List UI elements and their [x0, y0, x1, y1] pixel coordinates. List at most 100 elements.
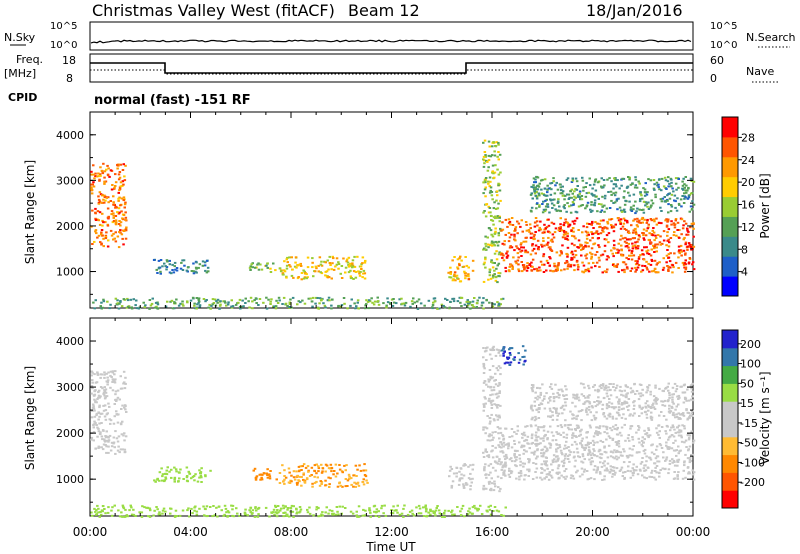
- power-echo-cell: [553, 192, 557, 195]
- velocity-echo-cell: [603, 460, 606, 463]
- power-echo-cell: [688, 244, 692, 247]
- power-echo-cell: [572, 230, 575, 233]
- power-echo-cell: [589, 208, 592, 211]
- power-echo-cell: [496, 155, 499, 158]
- velocity-echo-cell: [503, 455, 506, 458]
- power-echo-cell: [681, 184, 685, 187]
- power-echo-cell: [623, 228, 626, 230]
- power-echo-cell: [266, 262, 269, 265]
- velocity-echo-cell: [398, 513, 402, 516]
- power-echo-cell: [119, 163, 123, 166]
- power-echo-cell: [467, 273, 470, 276]
- velocity-echo-cell: [603, 478, 606, 481]
- power-echo-cell: [516, 232, 519, 235]
- power-echo-cell: [493, 303, 496, 306]
- power-echo-cell: [660, 200, 664, 203]
- velocity-echo-cell: [92, 439, 95, 442]
- velocity-echo-cell: [609, 388, 612, 391]
- freq-left-label-2: [MHz]: [4, 67, 36, 80]
- power-echo-cell: [257, 262, 260, 265]
- power-echo-cell: [573, 244, 576, 247]
- power-echo-cell: [574, 249, 577, 252]
- power-echo-cell: [495, 250, 498, 253]
- velocity-echo-cell: [521, 345, 525, 348]
- power-echo-cell: [647, 178, 650, 181]
- power-echo-cell: [130, 307, 134, 310]
- velocity-echo-cell: [165, 473, 169, 476]
- power-echo-cell: [598, 222, 601, 225]
- power-echo-cell: [94, 212, 97, 215]
- power-echo-cell: [644, 182, 647, 185]
- velocity-echo-cell: [621, 475, 624, 477]
- power-echo-cell: [682, 249, 686, 252]
- power-echo-cell: [634, 247, 638, 250]
- power-echo-cell: [499, 227, 502, 230]
- power-echo-cell: [163, 262, 166, 265]
- power-echo-cell: [682, 188, 685, 191]
- velocity-echo-cell: [313, 470, 317, 473]
- velocity-echo-cell: [575, 397, 578, 400]
- power-echo-cell: [587, 191, 590, 194]
- velocity-echo-cell: [498, 416, 501, 419]
- power-echo-cell: [519, 225, 522, 228]
- power-echo-cell: [554, 208, 557, 211]
- power-echo-cell: [571, 179, 575, 182]
- power-echo-cell: [109, 303, 112, 306]
- power-echo-cell: [372, 303, 376, 306]
- velocity-echo-cell: [334, 475, 338, 478]
- velocity-echo-cell: [154, 480, 157, 483]
- velocity-echo-cell: [510, 457, 513, 460]
- velocity-echo-cell: [646, 434, 649, 437]
- power-echo-cell: [471, 269, 475, 272]
- power-echo-cell: [685, 184, 688, 187]
- velocity-echo-cell: [670, 426, 673, 429]
- power-echo-cell: [248, 306, 251, 309]
- power-echo-cell: [631, 231, 635, 234]
- velocity-echo-cell: [655, 471, 658, 474]
- velocity-echo-cell: [223, 513, 226, 516]
- velocity-echo-cell: [474, 507, 477, 510]
- velocity-echo-cell: [98, 415, 101, 418]
- power-echo-cell: [628, 232, 631, 234]
- velocity-echo-cell: [665, 444, 668, 447]
- velocity-echo-cell: [637, 392, 641, 395]
- power-echo-cell: [642, 232, 645, 235]
- velocity-echo-cell: [471, 468, 474, 471]
- velocity-echo-cell: [356, 482, 359, 485]
- power-echo-cell: [276, 302, 280, 304]
- power-echo-cell: [314, 270, 317, 273]
- velocity-echo-cell: [589, 411, 592, 414]
- velocity-echo-cell: [655, 396, 658, 399]
- power-echo-cell: [624, 263, 628, 266]
- power-echo-cell: [590, 247, 594, 250]
- power-echo-cell: [324, 261, 327, 264]
- velocity-echo-cell: [321, 467, 325, 470]
- power-echo-cell: [493, 201, 496, 204]
- power-echo-cell: [492, 172, 495, 175]
- power-echo-cell: [666, 231, 669, 234]
- velocity-echo-cell: [509, 353, 512, 356]
- power-echo-cell: [545, 259, 549, 262]
- velocity-echo-cell: [522, 363, 525, 366]
- power-echo-cell: [359, 265, 363, 268]
- velocity-echo-cell: [106, 511, 110, 514]
- power-echo-cell: [666, 239, 669, 242]
- power-echo-cell: [661, 242, 664, 245]
- velocity-echo-cell: [571, 432, 575, 435]
- power-echo-cell: [586, 242, 589, 244]
- power-echo-cell: [549, 193, 553, 196]
- velocity-echo-cell: [487, 454, 491, 457]
- power-echo-cell: [254, 266, 257, 269]
- power-echo-cell: [549, 246, 552, 249]
- power-echo-cell: [90, 225, 93, 228]
- velocity-echo-cell: [596, 455, 599, 458]
- velocity-echo-cell: [148, 507, 152, 510]
- power-echo-cell: [530, 269, 533, 272]
- power-echo-cell: [587, 245, 590, 248]
- velocity-echo-cell: [677, 424, 681, 427]
- power-echo-cell: [193, 304, 196, 307]
- velocity-echo-cell: [570, 474, 573, 477]
- power-echo-cell: [692, 222, 695, 225]
- power-echo-cell: [667, 176, 670, 179]
- power-echo-cell: [560, 229, 564, 232]
